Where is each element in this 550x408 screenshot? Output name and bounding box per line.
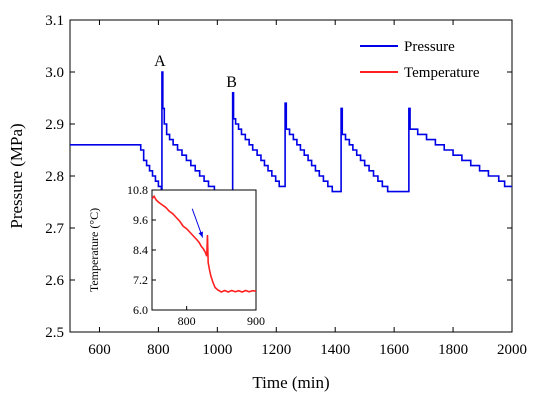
x-tick-label: 600: [88, 342, 111, 358]
inset-y-tick-label: 9.6: [133, 213, 148, 227]
legend-label: Temperature: [404, 65, 480, 81]
inset-x-tick-label: 900: [247, 314, 265, 328]
peak-annotation: B: [226, 74, 237, 91]
x-tick-label: 1200: [261, 342, 291, 358]
inset-y-tick-label: 8.4: [133, 243, 148, 257]
y-tick-label: 3.0: [45, 65, 64, 81]
inset-arrow-head: [198, 231, 203, 238]
peak-annotation: A: [154, 53, 166, 70]
x-tick-label: 800: [147, 342, 170, 358]
x-tick-label: 1600: [379, 342, 409, 358]
y-axis-title: Pressure (MPa): [7, 123, 26, 228]
inset-y-tick-label: 6.0: [133, 303, 148, 317]
inset-y-tick-label: 10.8: [127, 183, 148, 197]
x-axis-title: Time (min): [252, 373, 329, 392]
inset-x-tick-label: 800: [178, 314, 196, 328]
y-tick-label: 2.9: [45, 117, 64, 133]
temperature-inset-plot: 800 900 6.0 7.2 8.4 9.6 10.8 Temperature (°C): [87, 183, 265, 328]
y-tick-label: 2.5: [45, 325, 64, 341]
y-tick-label: 2.7: [45, 221, 64, 237]
x-tick-label: 1000: [202, 342, 232, 358]
y-tick-label: 2.8: [45, 169, 64, 185]
y-tick-label: 2.6: [45, 273, 64, 289]
x-tick-label: 2000: [497, 342, 527, 358]
x-tick-label: 1400: [320, 342, 350, 358]
legend-label: Pressure: [404, 39, 455, 55]
legend: Pressure Temperature: [360, 39, 480, 81]
temperature-series-line: [151, 194, 257, 293]
inset-y-tick-label: 7.2: [133, 273, 148, 287]
inset-y-axis-title: Temperature (°C): [87, 208, 101, 292]
x-tick-label: 1800: [438, 342, 468, 358]
y-tick-label: 3.1: [45, 13, 64, 29]
pressure-series-line: [70, 71, 512, 193]
main-plot: 600 800 1000 1200 1400 1600 1800 2000 2.5 2.6 2.7 2…: [7, 13, 527, 392]
